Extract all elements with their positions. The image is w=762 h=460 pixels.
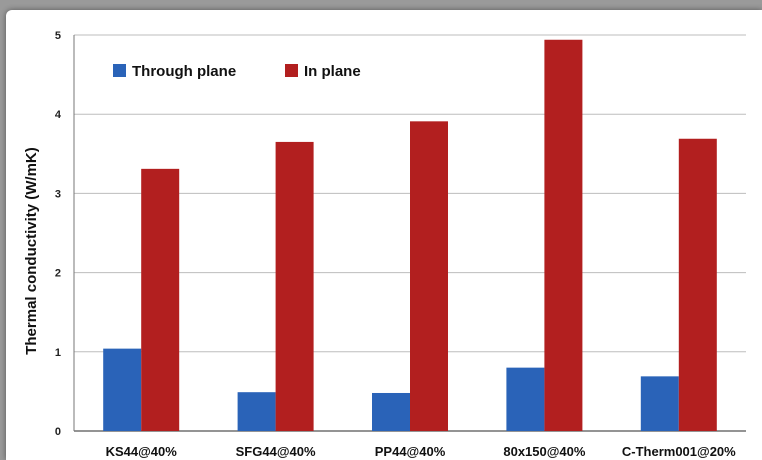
bars bbox=[103, 39, 717, 432]
category-label: SFG44@40% bbox=[236, 444, 316, 459]
category-label: 80x150@40% bbox=[503, 444, 586, 459]
category-label: KS44@40% bbox=[106, 444, 178, 459]
category-labels: KS44@40% SFG44@40% PP44@40% 80x150@40% C-The… bbox=[106, 444, 737, 459]
bar-in-plane bbox=[141, 168, 180, 431]
y-tick-label: 1 bbox=[55, 347, 61, 359]
legend-swatch bbox=[113, 64, 126, 77]
bar-in-plane bbox=[544, 39, 583, 431]
legend: Through plane In plane bbox=[113, 63, 361, 80]
category-label: C-Therm001@20% bbox=[622, 444, 736, 459]
bar-through-plane bbox=[103, 348, 142, 431]
bar-in-plane bbox=[410, 121, 448, 431]
y-tick-label: 3 bbox=[55, 188, 61, 200]
bar-through-plane bbox=[640, 376, 679, 431]
legend-swatch bbox=[285, 64, 298, 77]
bar-through-plane bbox=[237, 392, 276, 431]
bar-through-plane bbox=[506, 367, 545, 431]
chart-frame: 0 1 2 3 4 5 KS44@40% SFG44@40% PP44@40% 80x150@4… bbox=[6, 10, 762, 460]
y-tick-label: 5 bbox=[55, 30, 61, 42]
bar-in-plane bbox=[678, 138, 717, 431]
legend-label: Through plane bbox=[132, 63, 236, 80]
legend-label: In plane bbox=[304, 63, 361, 80]
y-axis-label: Thermal conductivity (W/mK) bbox=[23, 147, 40, 355]
y-tick-label: 2 bbox=[55, 268, 61, 280]
y-tick-label: 0 bbox=[55, 426, 61, 438]
bar-chart: 0 1 2 3 4 5 KS44@40% SFG44@40% PP44@40% 80x150@4… bbox=[23, 30, 746, 459]
bar-in-plane bbox=[275, 141, 314, 432]
category-label: PP44@40% bbox=[375, 444, 446, 459]
y-tick-label: 4 bbox=[55, 109, 62, 121]
y-tick-labels: 0 1 2 3 4 5 bbox=[55, 30, 62, 438]
bar-through-plane bbox=[372, 392, 410, 431]
